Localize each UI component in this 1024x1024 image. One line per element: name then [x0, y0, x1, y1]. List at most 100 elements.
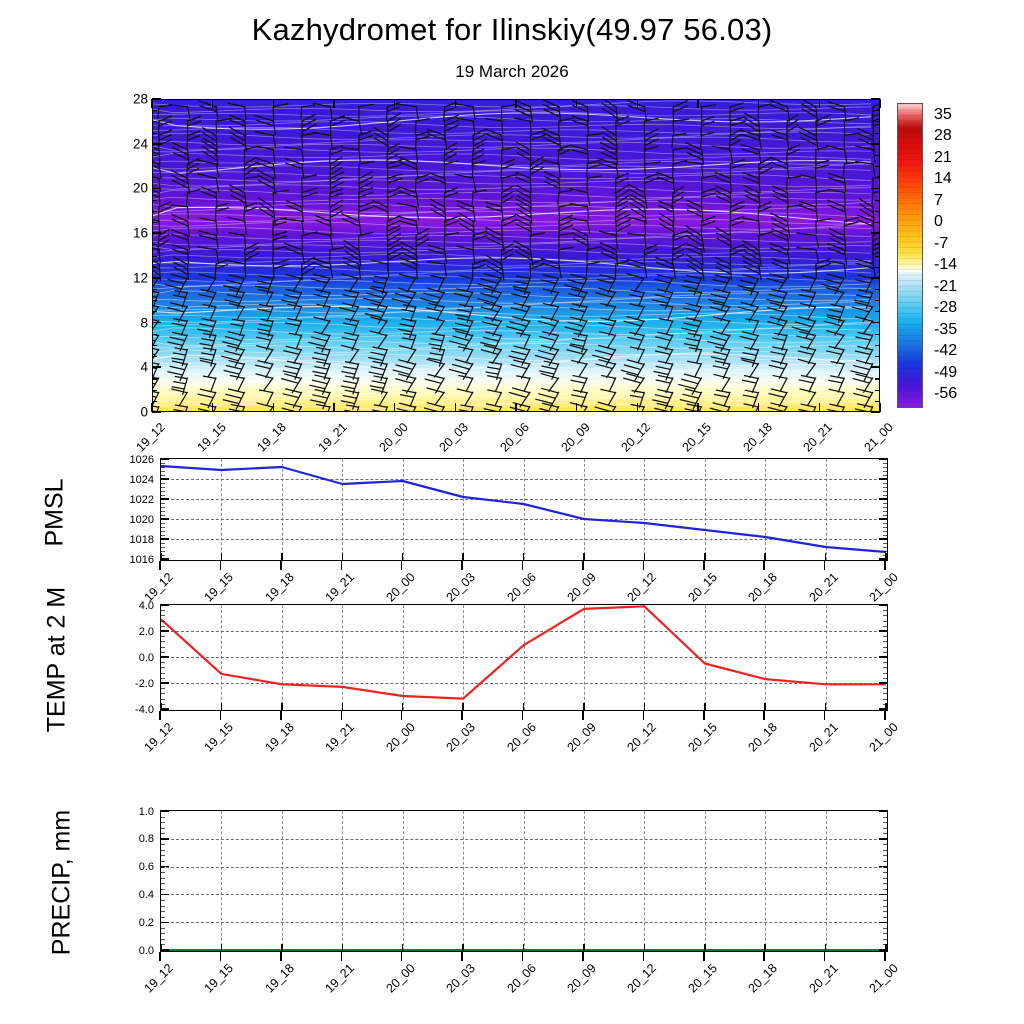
grid-line-horizontal	[161, 866, 887, 868]
y-minor-tickmark	[883, 883, 887, 885]
y-minor-tickmark	[161, 523, 165, 524]
x-tickmark	[704, 553, 706, 560]
y-minor-tickmark	[883, 677, 887, 679]
x-tickmark-outer	[823, 952, 826, 961]
y-minor-tickmark	[883, 507, 887, 508]
x-tick-label: 20_00	[383, 961, 418, 996]
pmsl-x-axis: 19_12 19_15 19_18 19_21 20_00 20_03 20_06 20_09…	[141, 561, 901, 616]
y-minor-tickmark	[883, 922, 887, 924]
y-minor-tickmark	[883, 911, 887, 913]
x-tickmark-outer	[823, 561, 826, 570]
y-minor-tickmark	[883, 877, 887, 879]
y-minor-tickmark	[161, 495, 165, 496]
y-minor-tickmark	[883, 916, 887, 918]
x-tickmark	[220, 553, 223, 560]
y-minor-tickmark	[883, 888, 887, 890]
y-minor-tickmark	[161, 905, 165, 907]
pmsl-series	[161, 464, 887, 554]
y-minor-tickmark	[883, 894, 887, 896]
x-tickmark	[522, 703, 525, 710]
y-minor-tickmark	[883, 535, 887, 536]
y-minor-tickmark	[883, 938, 887, 940]
y-minor-tickmark	[161, 511, 165, 512]
x-tickmark-outer	[159, 952, 161, 961]
y-minor-tickmark	[883, 459, 887, 460]
precip-panel	[160, 810, 888, 952]
y-tick-label: 0.8	[138, 833, 154, 846]
x-tickmark	[522, 944, 525, 951]
grid-line-vertical	[583, 811, 585, 951]
y-minor-tickmark	[883, 816, 887, 818]
precip-series	[161, 949, 886, 951]
grid-line-vertical	[765, 811, 767, 951]
x-tick-label: 20_06	[503, 720, 539, 755]
y-minor-tickmark	[161, 672, 165, 674]
xsection-y-tick-label: 24	[132, 136, 148, 152]
y-minor-tickmark	[883, 625, 887, 627]
y-tickmark	[161, 459, 169, 460]
x-tickmark	[401, 944, 404, 951]
y-minor-tickmark	[161, 499, 165, 500]
y-minor-tickmark	[161, 610, 165, 612]
colorbar-tick-label: -28	[934, 299, 958, 317]
y-minor-tickmark	[161, 894, 165, 896]
y-minor-tickmark	[161, 950, 165, 951]
x-tickmark-outer	[642, 952, 645, 961]
y-minor-tickmark	[161, 631, 165, 632]
y-minor-tickmark	[883, 827, 887, 829]
grid-line-vertical	[583, 459, 585, 560]
x-tickmark	[401, 553, 404, 560]
y-minor-tickmark	[161, 475, 165, 476]
y-minor-tickmark	[883, 479, 887, 480]
y-minor-tickmark	[161, 651, 165, 653]
x-tick-label: 19_12	[141, 961, 176, 996]
x-tickmark	[401, 703, 404, 710]
grid-line-horizontal	[161, 479, 887, 480]
grid-line-vertical	[644, 811, 646, 951]
y-minor-tickmark	[161, 816, 165, 818]
x-tickmark	[161, 944, 162, 951]
x-tickmark-outer	[884, 711, 886, 720]
grid-line-vertical	[523, 811, 525, 951]
x-tickmark-outer	[703, 561, 705, 570]
y-minor-tickmark	[161, 883, 165, 885]
x-tick-label: 20_06	[503, 961, 539, 996]
colorbar-banding	[898, 104, 922, 407]
y-minor-tickmark	[883, 861, 887, 863]
y-minor-tickmark	[883, 539, 887, 540]
y-tick-label: 1016	[129, 553, 154, 566]
y-minor-tickmark	[883, 844, 887, 846]
grid-line-horizontal	[161, 922, 887, 924]
y-minor-tickmark	[161, 872, 165, 874]
colorbar-tick-label: 21	[934, 148, 952, 166]
grid-line-vertical	[523, 459, 525, 560]
y-minor-tickmark	[883, 511, 887, 512]
x-tickmark	[341, 944, 344, 951]
y-minor-tickmark	[883, 683, 887, 684]
x-tickmark	[583, 944, 585, 951]
colorbar-container: 35 28 21 14 7 0 -7 -14 -21 -28 -35 -42 -49 -56	[897, 103, 1017, 408]
y-minor-tickmark	[883, 849, 887, 851]
precip-y-axis: 0.0 0.2 0.4 0.6 0.8 1.0	[104, 806, 154, 957]
x-tick-label: 19_15	[201, 961, 237, 996]
y-minor-tickmark	[161, 861, 165, 863]
grid-line-vertical	[221, 459, 223, 560]
y-minor-tickmark	[161, 811, 165, 812]
y-minor-tickmark	[161, 927, 165, 929]
x-tickmark	[341, 703, 344, 710]
x-tickmark	[643, 703, 646, 710]
y-minor-tickmark	[161, 822, 165, 824]
temp-at-2m-series	[161, 605, 886, 700]
precip-axis-label: PRECIP, mm	[47, 809, 76, 956]
y-minor-tickmark	[161, 527, 165, 528]
y-minor-tickmark	[161, 662, 165, 664]
y-minor-tickmark	[161, 491, 165, 492]
y-minor-tickmark	[161, 688, 165, 690]
xsection-y-tick-label: 0	[140, 404, 148, 420]
y-minor-tickmark	[883, 672, 887, 674]
y-minor-tickmark	[883, 641, 887, 643]
temperature-colorbar	[897, 103, 923, 408]
pmsl-y-axis: 1016 1018 1020 1022 1024 1026	[104, 454, 154, 566]
y-tickmark	[161, 630, 169, 632]
x-tick-label: 20_12	[624, 961, 660, 996]
